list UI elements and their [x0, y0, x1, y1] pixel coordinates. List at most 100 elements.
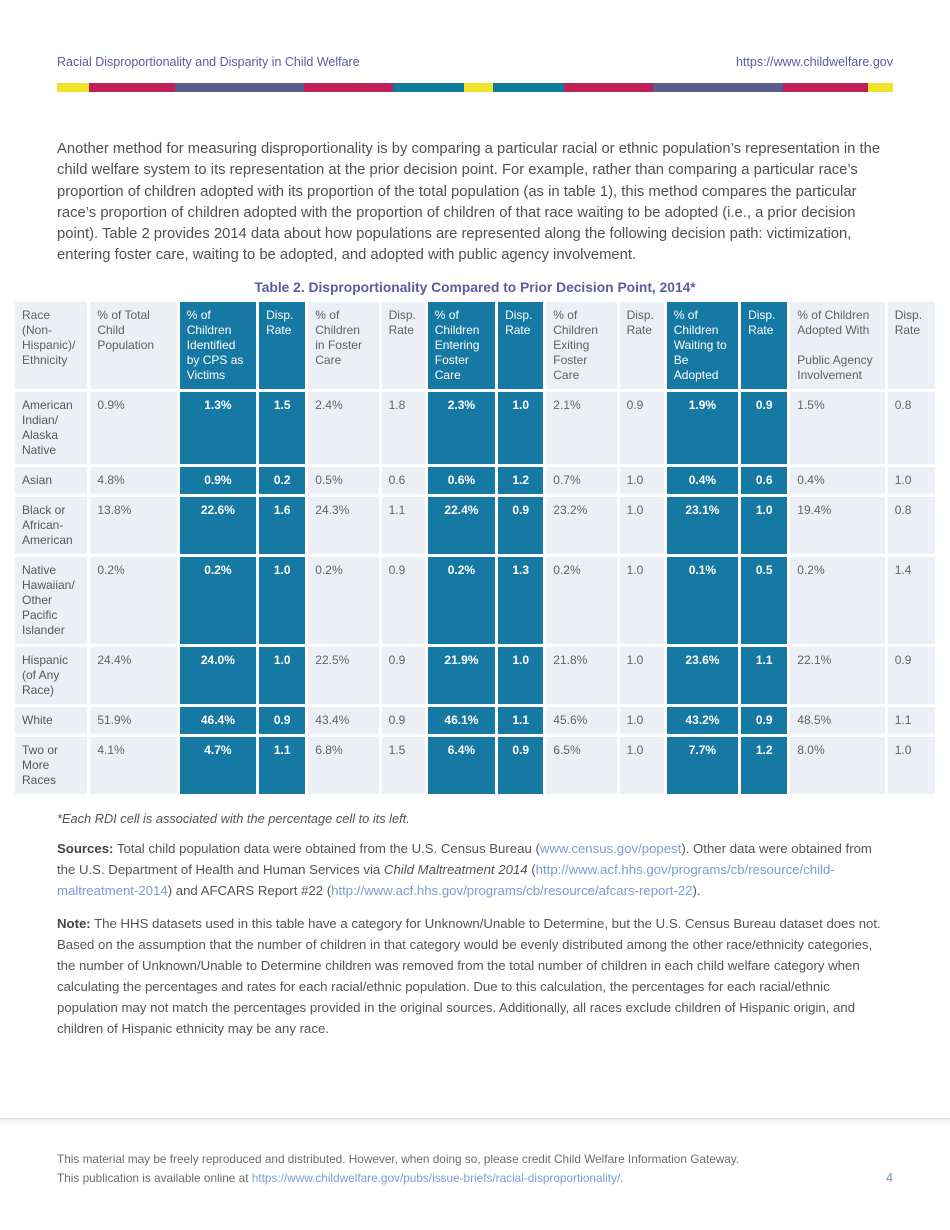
highlighted-value-cell: 1.2 — [741, 736, 788, 794]
table-row: American Indian​/​Alaska Native 0.9% 1.3% 1… — [15, 391, 935, 464]
highlighted-value-cell: 21.9% — [427, 646, 496, 704]
source-title-italic: Child Maltreatment 2014 — [383, 861, 528, 877]
race-cell: White — [15, 706, 88, 734]
value-cell: 22.5% — [308, 646, 379, 704]
brand-color-stripe — [57, 83, 893, 92]
table-row: Hispanic (of Any Race) 24.4% 24.0% 1.0 22.5%… — [15, 646, 935, 704]
highlighted-value-cell: 0.6% — [427, 466, 496, 494]
column-header-5: Disp. Rate — [381, 301, 425, 389]
footer-credit-line: This material may be freely reproduced a… — [57, 1152, 740, 1166]
race-cell: Black or African-American — [15, 496, 88, 554]
page-footer: This material may be freely reproduced a… — [0, 1118, 950, 1188]
site-url-link[interactable]: https://www.childwelfare.gov — [735, 55, 893, 69]
column-header-3: Disp. Rate — [259, 301, 306, 389]
value-cell: 6.8% — [308, 736, 379, 794]
race-cell: Native Hawaiian​/​Other Pacific Islander — [15, 556, 88, 644]
highlighted-value-cell: 1.3 — [498, 556, 544, 644]
highlighted-value-cell: 46.1% — [427, 706, 496, 734]
value-cell: 1.4 — [887, 556, 935, 644]
value-cell: 0.6 — [381, 466, 425, 494]
table-row: Black or African-American 13.8% 22.6% 1.6 24… — [15, 496, 935, 554]
value-cell: 2.1% — [546, 391, 617, 464]
stripe-segment-teal — [493, 83, 564, 92]
table-row: White 51.9% 46.4% 0.9 43.4% 0.9 46.1% 1.1 45.6% 1… — [15, 706, 935, 734]
race-cell: Two or More Races — [15, 736, 88, 794]
value-cell: 8.0% — [790, 736, 885, 794]
value-cell: 1.5 — [381, 736, 425, 794]
highlighted-value-cell: 1.1 — [259, 736, 306, 794]
value-cell: 43.4% — [308, 706, 379, 734]
footer-availability-line: This publication is available online at … — [57, 1169, 739, 1188]
highlighted-value-cell: 0.9 — [498, 496, 544, 554]
column-header-9: Disp. Rate — [619, 301, 664, 389]
stripe-segment-yellow — [464, 83, 494, 92]
highlighted-value-cell: 0.9 — [741, 391, 788, 464]
highlighted-value-cell: 1.2 — [498, 466, 544, 494]
highlighted-value-cell: 1.0 — [498, 646, 544, 704]
value-cell: 19.4% — [790, 496, 885, 554]
value-cell: 0.9 — [887, 646, 935, 704]
value-cell: 0.2% — [546, 556, 617, 644]
stripe-segment-crimson — [563, 83, 653, 92]
stripe-segment-purple — [174, 83, 305, 92]
page-number: 4 — [886, 1171, 893, 1185]
highlighted-value-cell: 6.4% — [427, 736, 496, 794]
race-cell: Asian — [15, 466, 88, 494]
value-cell: 6.5% — [546, 736, 617, 794]
source-link[interactable]: http://www.acf.hhs.gov/programs/cb/resou… — [57, 861, 835, 898]
column-header-12: % of Children Adopted With Public Agency… — [790, 301, 885, 389]
source-link[interactable]: www.census.gov/popest — [539, 840, 682, 856]
value-cell: 0.8 — [887, 391, 935, 464]
footer-availability-prefix: This publication is available online at — [57, 1171, 252, 1185]
value-cell: 1.0 — [619, 706, 664, 734]
highlighted-value-cell: 1.9% — [666, 391, 739, 464]
value-cell: 0.2% — [790, 556, 885, 644]
value-cell: 0.4% — [790, 466, 885, 494]
highlighted-value-cell: 22.6% — [179, 496, 257, 554]
document-header: Racial Disproportionality and Disparity … — [0, 0, 950, 69]
highlighted-value-cell: 22.4% — [427, 496, 496, 554]
note-text: The HHS datasets used in this table have… — [57, 915, 881, 1036]
sources-text: ). — [692, 882, 701, 898]
table-row: Two or More Races 4.1% 4.7% 1.1 6.8% 1.5 6.4% 0… — [15, 736, 935, 794]
value-cell: 1.0 — [619, 646, 664, 704]
publication-link[interactable]: https://www.childwelfare.gov/pubs/issue-… — [251, 1171, 621, 1185]
value-cell: 1.0 — [887, 736, 935, 794]
value-cell: 0.9 — [381, 646, 425, 704]
column-header-13: Disp. Rate — [887, 301, 935, 389]
highlighted-value-cell: 46.4% — [179, 706, 257, 734]
footer-credit-block: This material may be freely reproduced a… — [57, 1150, 739, 1188]
sources-text: ). Other data were obtained from the U.S… — [57, 840, 872, 877]
column-header-10: % of Children Waiting to Be Adopted — [666, 301, 739, 389]
value-cell: 51.9% — [90, 706, 177, 734]
value-cell: 2.4% — [308, 391, 379, 464]
stripe-segment-crimson — [88, 83, 175, 92]
value-cell: 4.1% — [90, 736, 177, 794]
column-header-0: Race (Non-Hispanic)​/​Ethnicity — [15, 301, 88, 389]
value-cell: 22.1% — [790, 646, 885, 704]
value-cell: 1.0 — [619, 496, 664, 554]
highlighted-value-cell: 1.0 — [259, 556, 306, 644]
stripe-segment-teal — [393, 83, 465, 92]
highlighted-value-cell: 0.4% — [666, 466, 739, 494]
value-cell: 1.1 — [381, 496, 425, 554]
sources-text: ( — [527, 861, 536, 877]
source-link[interactable]: http://www.acf.hhs.gov/programs/cb/resou… — [331, 882, 693, 898]
highlighted-value-cell: 1.1 — [741, 646, 788, 704]
note-label: Note: — [57, 915, 91, 931]
highlighted-value-cell: 24.0% — [179, 646, 257, 704]
value-cell: 0.9 — [381, 556, 425, 644]
column-header-6: % of Children Entering Foster Care — [427, 301, 496, 389]
highlighted-value-cell: 0.2 — [259, 466, 306, 494]
value-cell: 4.8% — [90, 466, 177, 494]
highlighted-value-cell: 1.6 — [259, 496, 306, 554]
table-footnote: *Each RDI cell is associated with the pe… — [57, 810, 410, 826]
note-paragraph: Note: The HHS datasets used in this tabl… — [57, 913, 893, 1039]
highlighted-value-cell: 0.2% — [179, 556, 257, 644]
value-cell: 21.8% — [546, 646, 617, 704]
highlighted-value-cell: 1.3% — [179, 391, 257, 464]
sources-paragraph: Sources: Total child population data wer… — [57, 838, 893, 901]
highlighted-value-cell: 1.5 — [259, 391, 306, 464]
value-cell: 24.4% — [90, 646, 177, 704]
